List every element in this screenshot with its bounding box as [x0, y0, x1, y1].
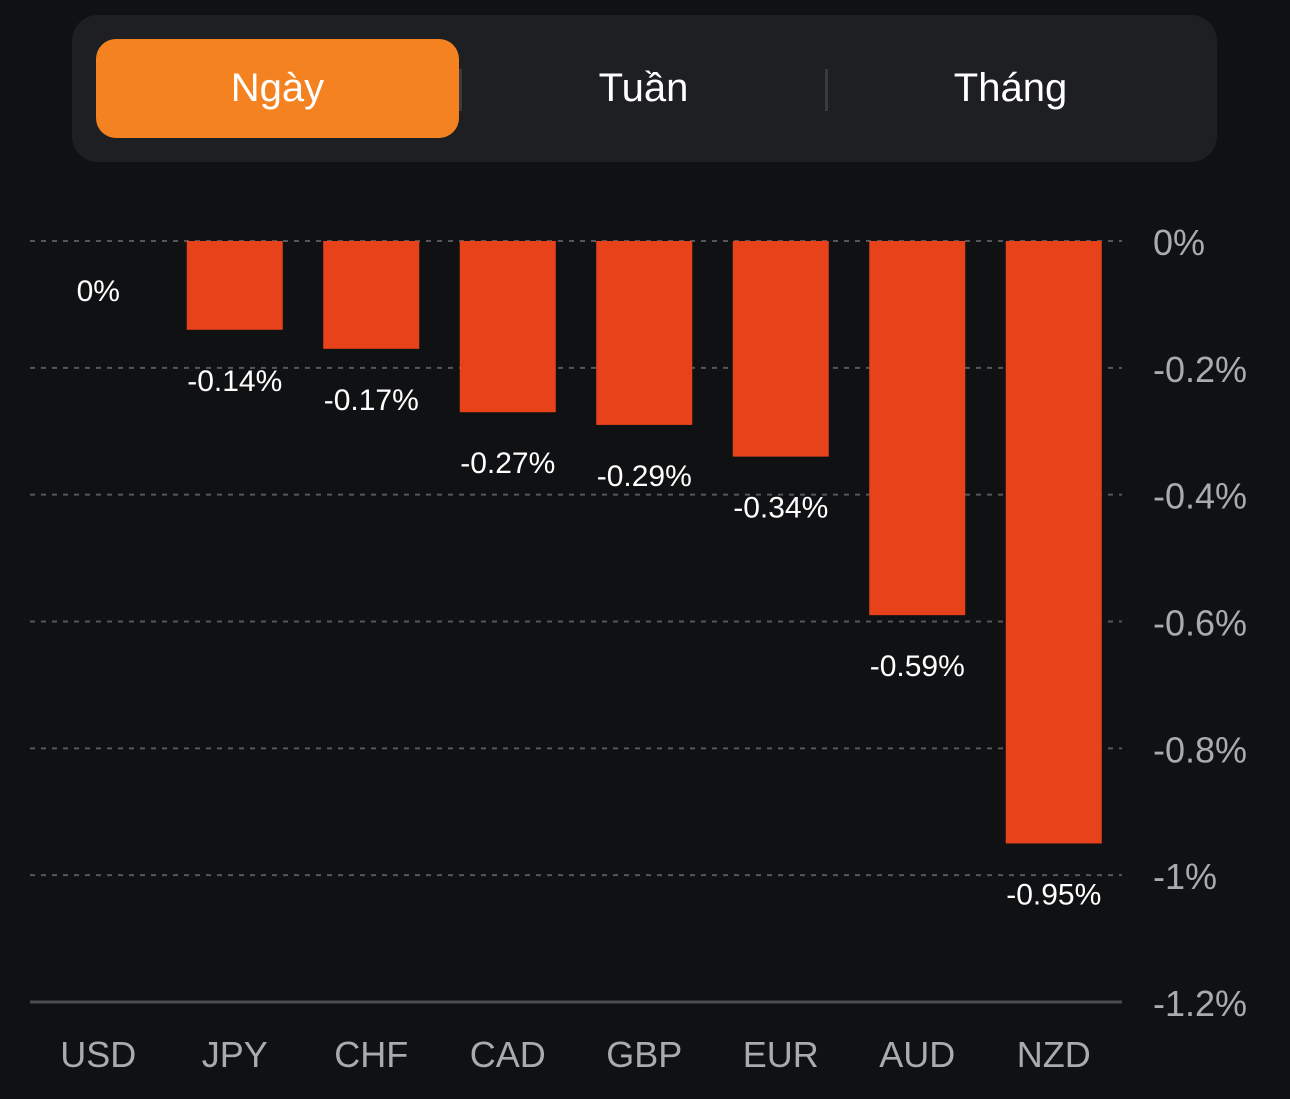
y-tick-label: -0.4%: [1153, 476, 1247, 517]
bar-gbp: [596, 241, 693, 425]
tab-week[interactable]: Tuần: [462, 39, 825, 138]
data-label-aud: -0.59%: [870, 650, 965, 683]
bar-jpy: [186, 241, 283, 330]
bar-nzd: [1005, 241, 1102, 844]
tab-divider: [459, 69, 462, 111]
tab-month[interactable]: Tháng: [828, 39, 1193, 138]
y-tick-label: -1.2%: [1153, 983, 1247, 1024]
x-tick-cad: CAD: [470, 1034, 546, 1075]
bars: [186, 241, 1102, 844]
x-tick-nzd: NZD: [1017, 1034, 1091, 1075]
data-label-eur: -0.34%: [733, 492, 828, 525]
grid-lines: [30, 240, 1122, 1004]
x-tick-jpy: JPY: [202, 1034, 268, 1075]
bar-chf: [323, 241, 420, 349]
tab-month-label: Tháng: [953, 66, 1068, 110]
tab-day[interactable]: Ngày: [96, 39, 459, 138]
tab-divider: [825, 69, 828, 111]
y-tick-label: -0.2%: [1153, 349, 1247, 390]
x-axis-ticks: USD JPY CHF CAD GBP EUR AUD NZD: [60, 1034, 1091, 1075]
y-tick-label: -1%: [1153, 856, 1217, 897]
bar-cad: [459, 241, 556, 413]
tab-week-label: Tuần: [598, 66, 689, 110]
data-labels: 0% -0.14% -0.17% -0.27% -0.29% -0.34% -0.59% -0…: [77, 275, 1102, 911]
bar-aud: [869, 241, 966, 616]
data-label-gbp: -0.29%: [597, 460, 692, 493]
y-tick-label: -0.6%: [1153, 603, 1247, 644]
tab-day-label: Ngày: [230, 66, 325, 110]
data-label-nzd: -0.95%: [1006, 878, 1101, 911]
x-tick-chf: CHF: [334, 1034, 408, 1075]
data-label-usd: 0%: [77, 275, 120, 308]
x-tick-aud: AUD: [879, 1034, 955, 1075]
y-axis-ticks: 0% -0.2% -0.4% -0.6% -0.8% -1% -1.2%: [1153, 222, 1247, 1024]
data-label-jpy: -0.14%: [187, 365, 282, 398]
x-tick-usd: USD: [60, 1034, 136, 1075]
x-tick-eur: EUR: [743, 1034, 819, 1075]
y-tick-label: -0.8%: [1153, 729, 1247, 770]
data-label-cad: -0.27%: [460, 447, 555, 480]
bar-eur: [732, 241, 829, 457]
x-tick-gbp: GBP: [606, 1034, 682, 1075]
data-label-chf: -0.17%: [324, 384, 419, 417]
y-tick-label: 0%: [1153, 222, 1205, 263]
period-selector: Ngày Tuần Tháng: [72, 15, 1217, 162]
